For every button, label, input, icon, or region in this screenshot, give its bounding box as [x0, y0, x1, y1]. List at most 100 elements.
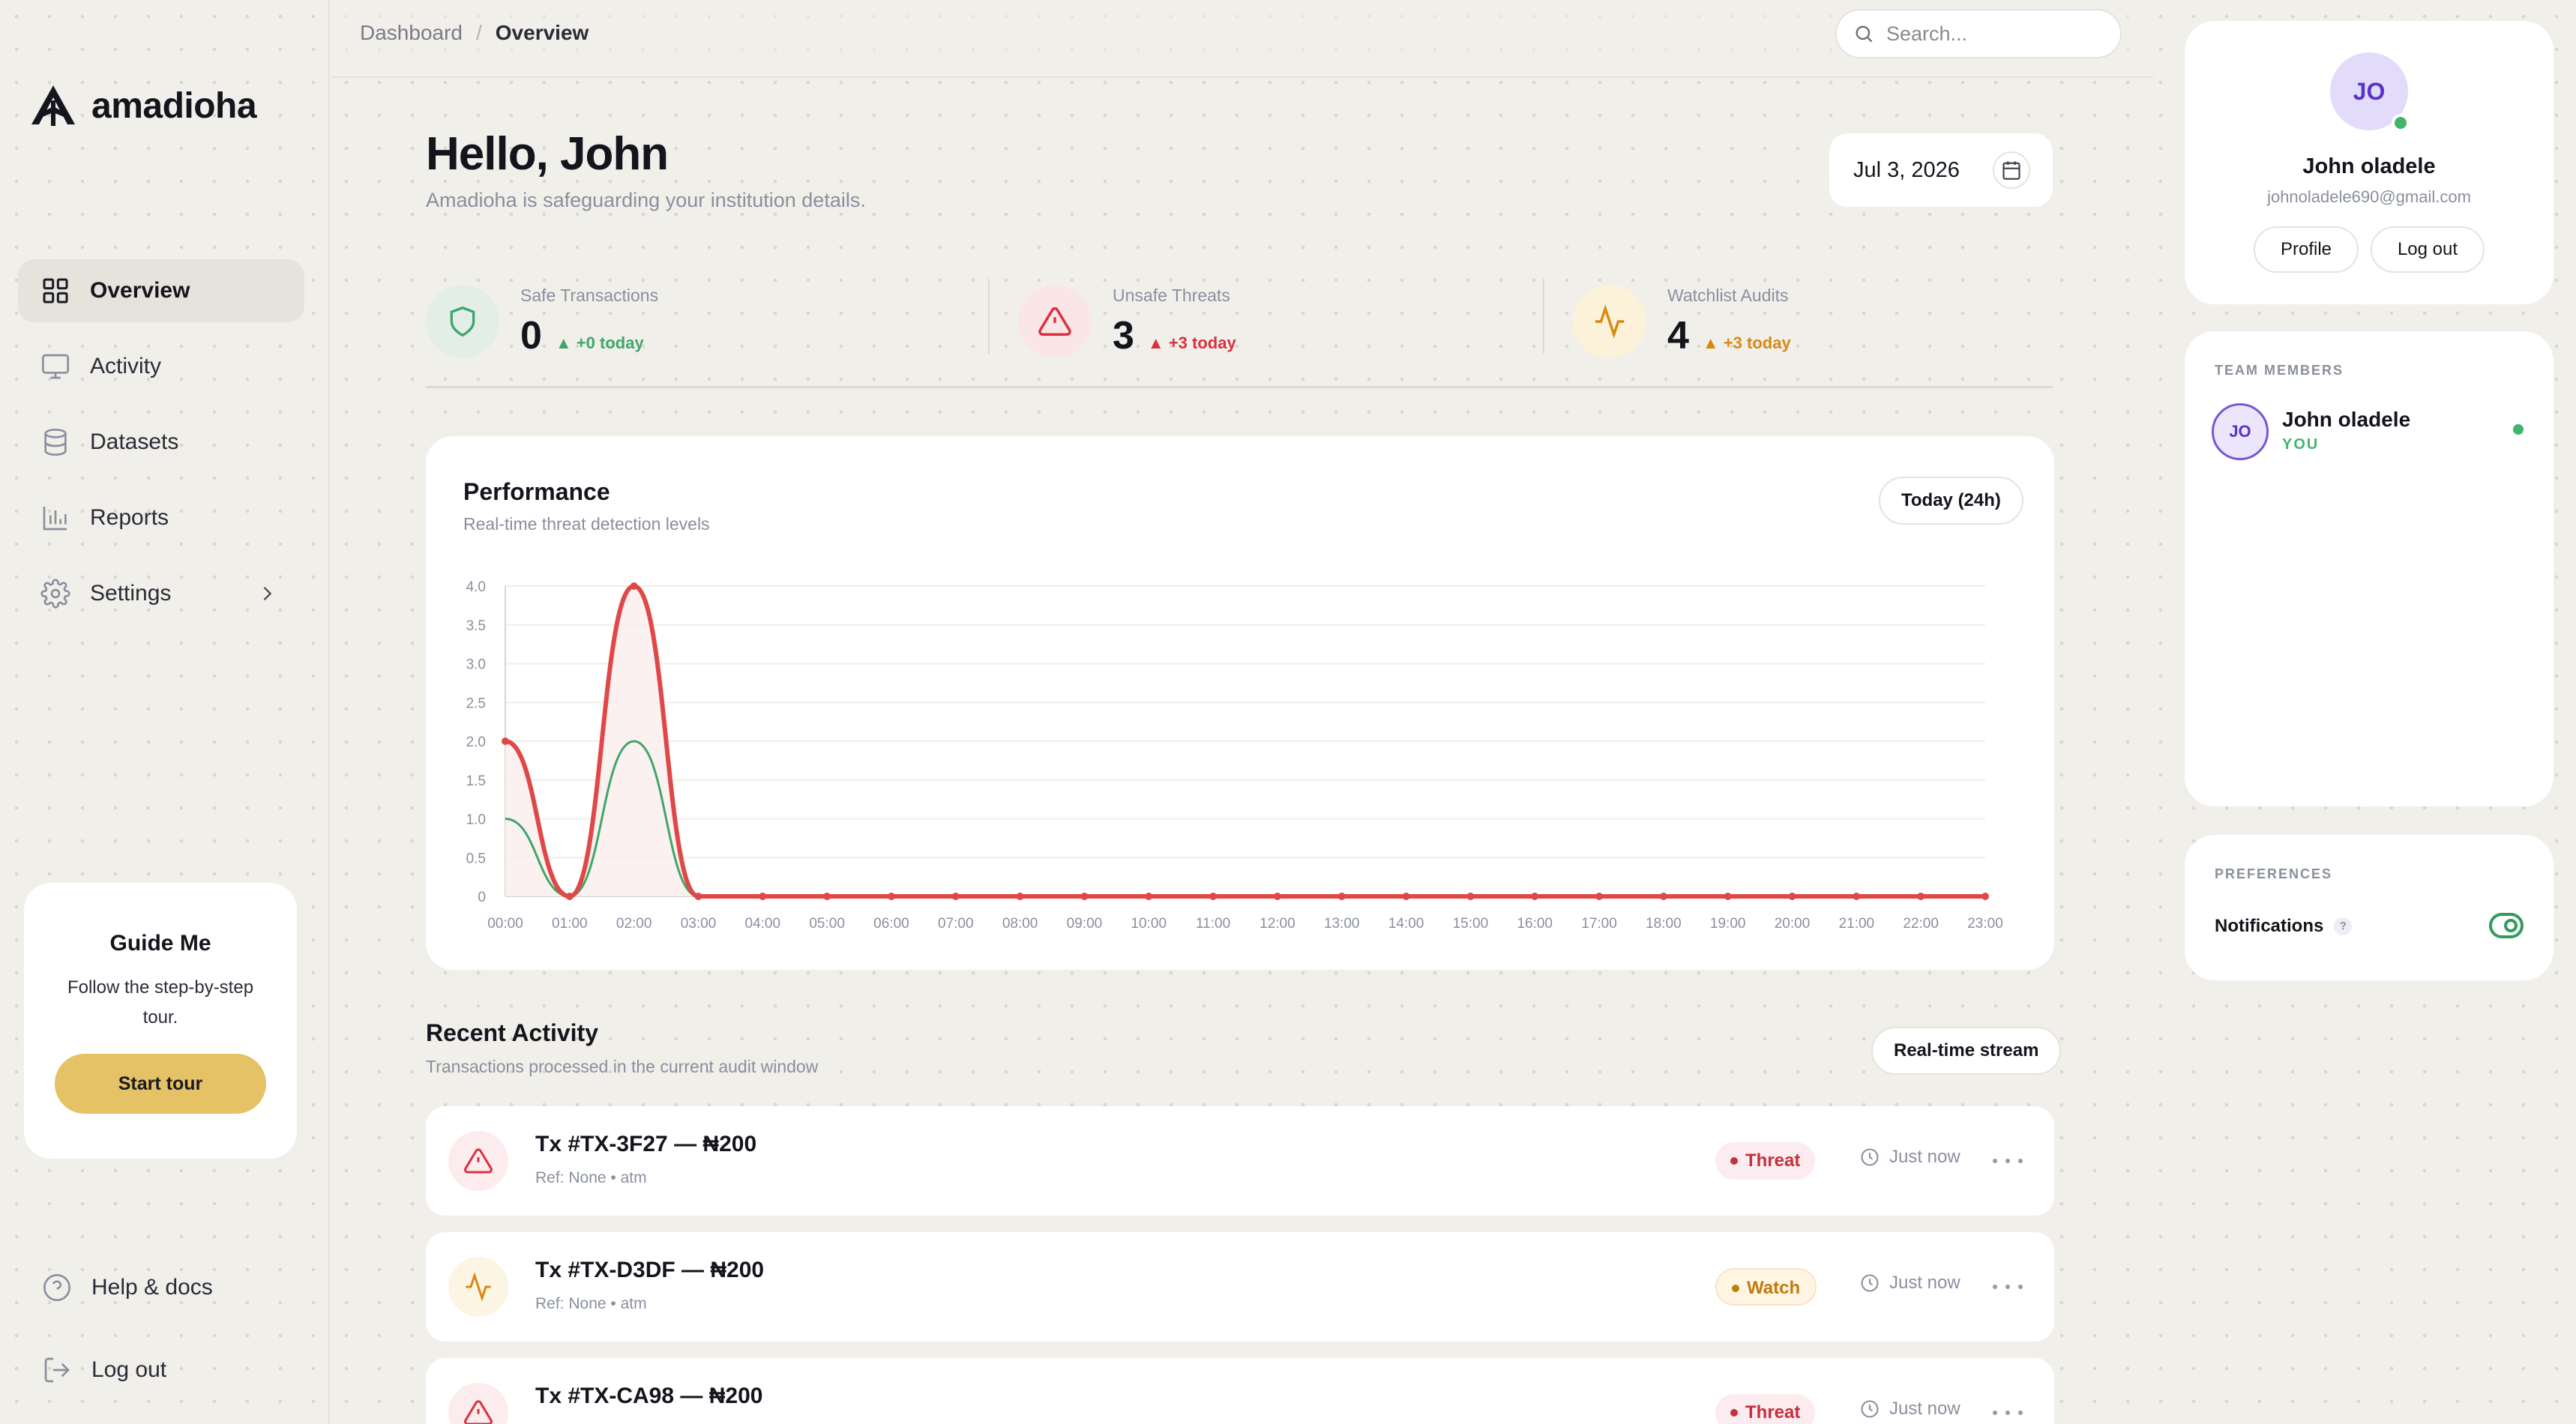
x-tick-label: 18:00	[1646, 916, 1682, 932]
notifications-label: Notifications	[2215, 916, 2324, 936]
stat-value: 0	[520, 313, 542, 357]
data-point	[1853, 893, 1861, 900]
more-options-icon[interactable]	[1993, 1150, 2023, 1172]
date-picker[interactable]: Jul 3, 2026	[1829, 133, 2053, 207]
row-icon-wrap	[448, 1383, 508, 1424]
row-time: Just now	[1859, 1399, 1960, 1420]
page-subtitle: Amadioha is safeguarding your institutio…	[426, 189, 866, 211]
gear-icon	[40, 579, 70, 609]
row-icon-wrap	[448, 1131, 508, 1191]
data-point	[1402, 893, 1410, 900]
nav-label-overview: Overview	[90, 278, 190, 303]
row-time-text: Just now	[1889, 1147, 1960, 1167]
stat-value: 4	[1667, 313, 1689, 357]
logout-button[interactable]: Log out	[2371, 226, 2485, 273]
notifications-toggle[interactable]	[2489, 913, 2524, 938]
nav-label-reports: Reports	[90, 505, 169, 530]
row-time: Just now	[1859, 1273, 1960, 1294]
team-members-card: TEAM MEMBERS JO John oladele YOU	[2185, 331, 2554, 806]
help-icon[interactable]: ?	[2334, 917, 2353, 935]
breadcrumb-dashboard[interactable]: Dashboard	[360, 21, 463, 44]
main-nav: Overview Activity Datasets Reports	[18, 259, 304, 638]
data-point	[1981, 893, 1989, 900]
sidebar-logout-link[interactable]: Log out	[42, 1355, 297, 1385]
x-tick-label: 04:00	[745, 916, 781, 932]
breadcrumb-overview: Overview	[495, 21, 589, 44]
clock-icon	[1861, 1148, 1879, 1166]
notifications-setting: Notifications ?	[2215, 916, 2353, 937]
logout-label: Log out	[91, 1357, 167, 1382]
start-tour-button[interactable]: Start tour	[55, 1054, 266, 1114]
nav-item-reports[interactable]: Reports	[18, 486, 304, 549]
profile-button[interactable]: Profile	[2254, 226, 2359, 273]
more-options-icon[interactable]	[1993, 1402, 2023, 1424]
stats-row: Safe Transactions 0 ▲ +0 today Unsafe Th…	[426, 273, 2053, 388]
nav-item-overview[interactable]: Overview	[18, 259, 304, 322]
x-tick-label: 14:00	[1388, 916, 1424, 932]
guide-title: Guide Me	[109, 931, 211, 956]
data-point	[1788, 893, 1796, 900]
data-point	[630, 582, 638, 590]
series-area	[505, 586, 1985, 896]
clock-icon	[1861, 1400, 1879, 1418]
nav-item-activity[interactable]: Activity	[18, 335, 304, 398]
activity-row[interactable]: Tx #TX-CA98 — ₦200 Threat Just now	[426, 1358, 2054, 1424]
stat-delta-text: +3 today	[1168, 333, 1236, 352]
x-tick-label: 22:00	[1903, 916, 1939, 932]
nav-item-datasets[interactable]: Datasets	[18, 411, 304, 474]
data-point	[1145, 893, 1153, 900]
brand-logo[interactable]: amadioha	[28, 84, 257, 127]
member-avatar: JO	[2212, 403, 2269, 460]
stat-delta-text: +0 today	[576, 333, 644, 352]
alert-triangle-icon	[464, 1148, 493, 1174]
main-content: Hello, John Amadioha is safeguarding you…	[331, 78, 2153, 1424]
performance-chart: 0 0.5 1.0 1.5 2.0 2.5 3.0 3.5 4.0 00:00 01:00 02:00…	[466, 579, 2003, 932]
alert-triangle-icon	[1038, 307, 1071, 336]
data-point	[759, 893, 767, 900]
stat-watchlist-audits: Watchlist Audits 4 ▲ +3 today	[1573, 280, 1791, 363]
activity-row[interactable]: Tx #TX-3F27 — ₦200 Ref: None • atm Threa…	[426, 1106, 2054, 1216]
row-ref: Ref: None • atm	[535, 1295, 647, 1312]
stat-label: Unsafe Threats	[1113, 285, 1230, 305]
more-options-icon[interactable]	[1993, 1276, 2023, 1298]
chevron-right-icon	[263, 587, 272, 600]
help-docs-label: Help & docs	[91, 1275, 213, 1300]
data-point	[823, 893, 831, 900]
stat-safe-transactions: Safe Transactions 0 ▲ +0 today	[426, 280, 658, 363]
activity-row[interactable]: Tx #TX-D3DF — ₦200 Ref: None • atm Watch…	[426, 1232, 2054, 1342]
x-tick-label: 09:00	[1067, 916, 1103, 932]
x-tick-label: 03:00	[681, 916, 717, 932]
realtime-stream-button[interactable]: Real-time stream	[1871, 1027, 2062, 1075]
stat-watch-icon-wrap	[1573, 285, 1646, 358]
status-badge: Watch	[1715, 1268, 1817, 1306]
y-tick-label: 1.5	[466, 773, 486, 789]
x-tick-label: 13:00	[1324, 916, 1360, 932]
y-tick-label: 4.0	[466, 579, 486, 595]
stat-safe-icon-wrap	[426, 285, 499, 358]
range-button[interactable]: Today (24h)	[1879, 477, 2023, 525]
help-docs-link[interactable]: Help & docs	[42, 1273, 297, 1303]
calendar-button[interactable]	[1993, 151, 2030, 189]
member-name: John oladele	[2282, 408, 2411, 431]
data-point	[1595, 893, 1604, 900]
row-time: Just now	[1859, 1147, 1960, 1168]
search-input[interactable]	[1886, 22, 2111, 46]
database-icon	[44, 429, 67, 456]
row-time-text: Just now	[1889, 1399, 1960, 1419]
x-tick-label: 11:00	[1196, 916, 1230, 932]
nav-item-settings[interactable]: Settings	[18, 562, 304, 625]
data-point	[1016, 893, 1024, 900]
divider	[1543, 279, 1544, 354]
data-point	[1531, 893, 1539, 900]
recent-activity-subtitle: Transactions processed in the current au…	[426, 1057, 819, 1076]
performance-subtitle: Real-time threat detection levels	[463, 514, 710, 534]
row-title: Tx #TX-3F27 — ₦200	[535, 1132, 757, 1156]
data-point	[887, 893, 895, 900]
search-icon	[1856, 25, 1873, 43]
data-point	[951, 893, 960, 900]
data-point	[1080, 893, 1089, 900]
x-tick-label: 05:00	[809, 916, 845, 932]
breadcrumb-separator: /	[475, 21, 482, 44]
data-point	[565, 893, 574, 900]
search-box[interactable]	[1835, 9, 2122, 58]
